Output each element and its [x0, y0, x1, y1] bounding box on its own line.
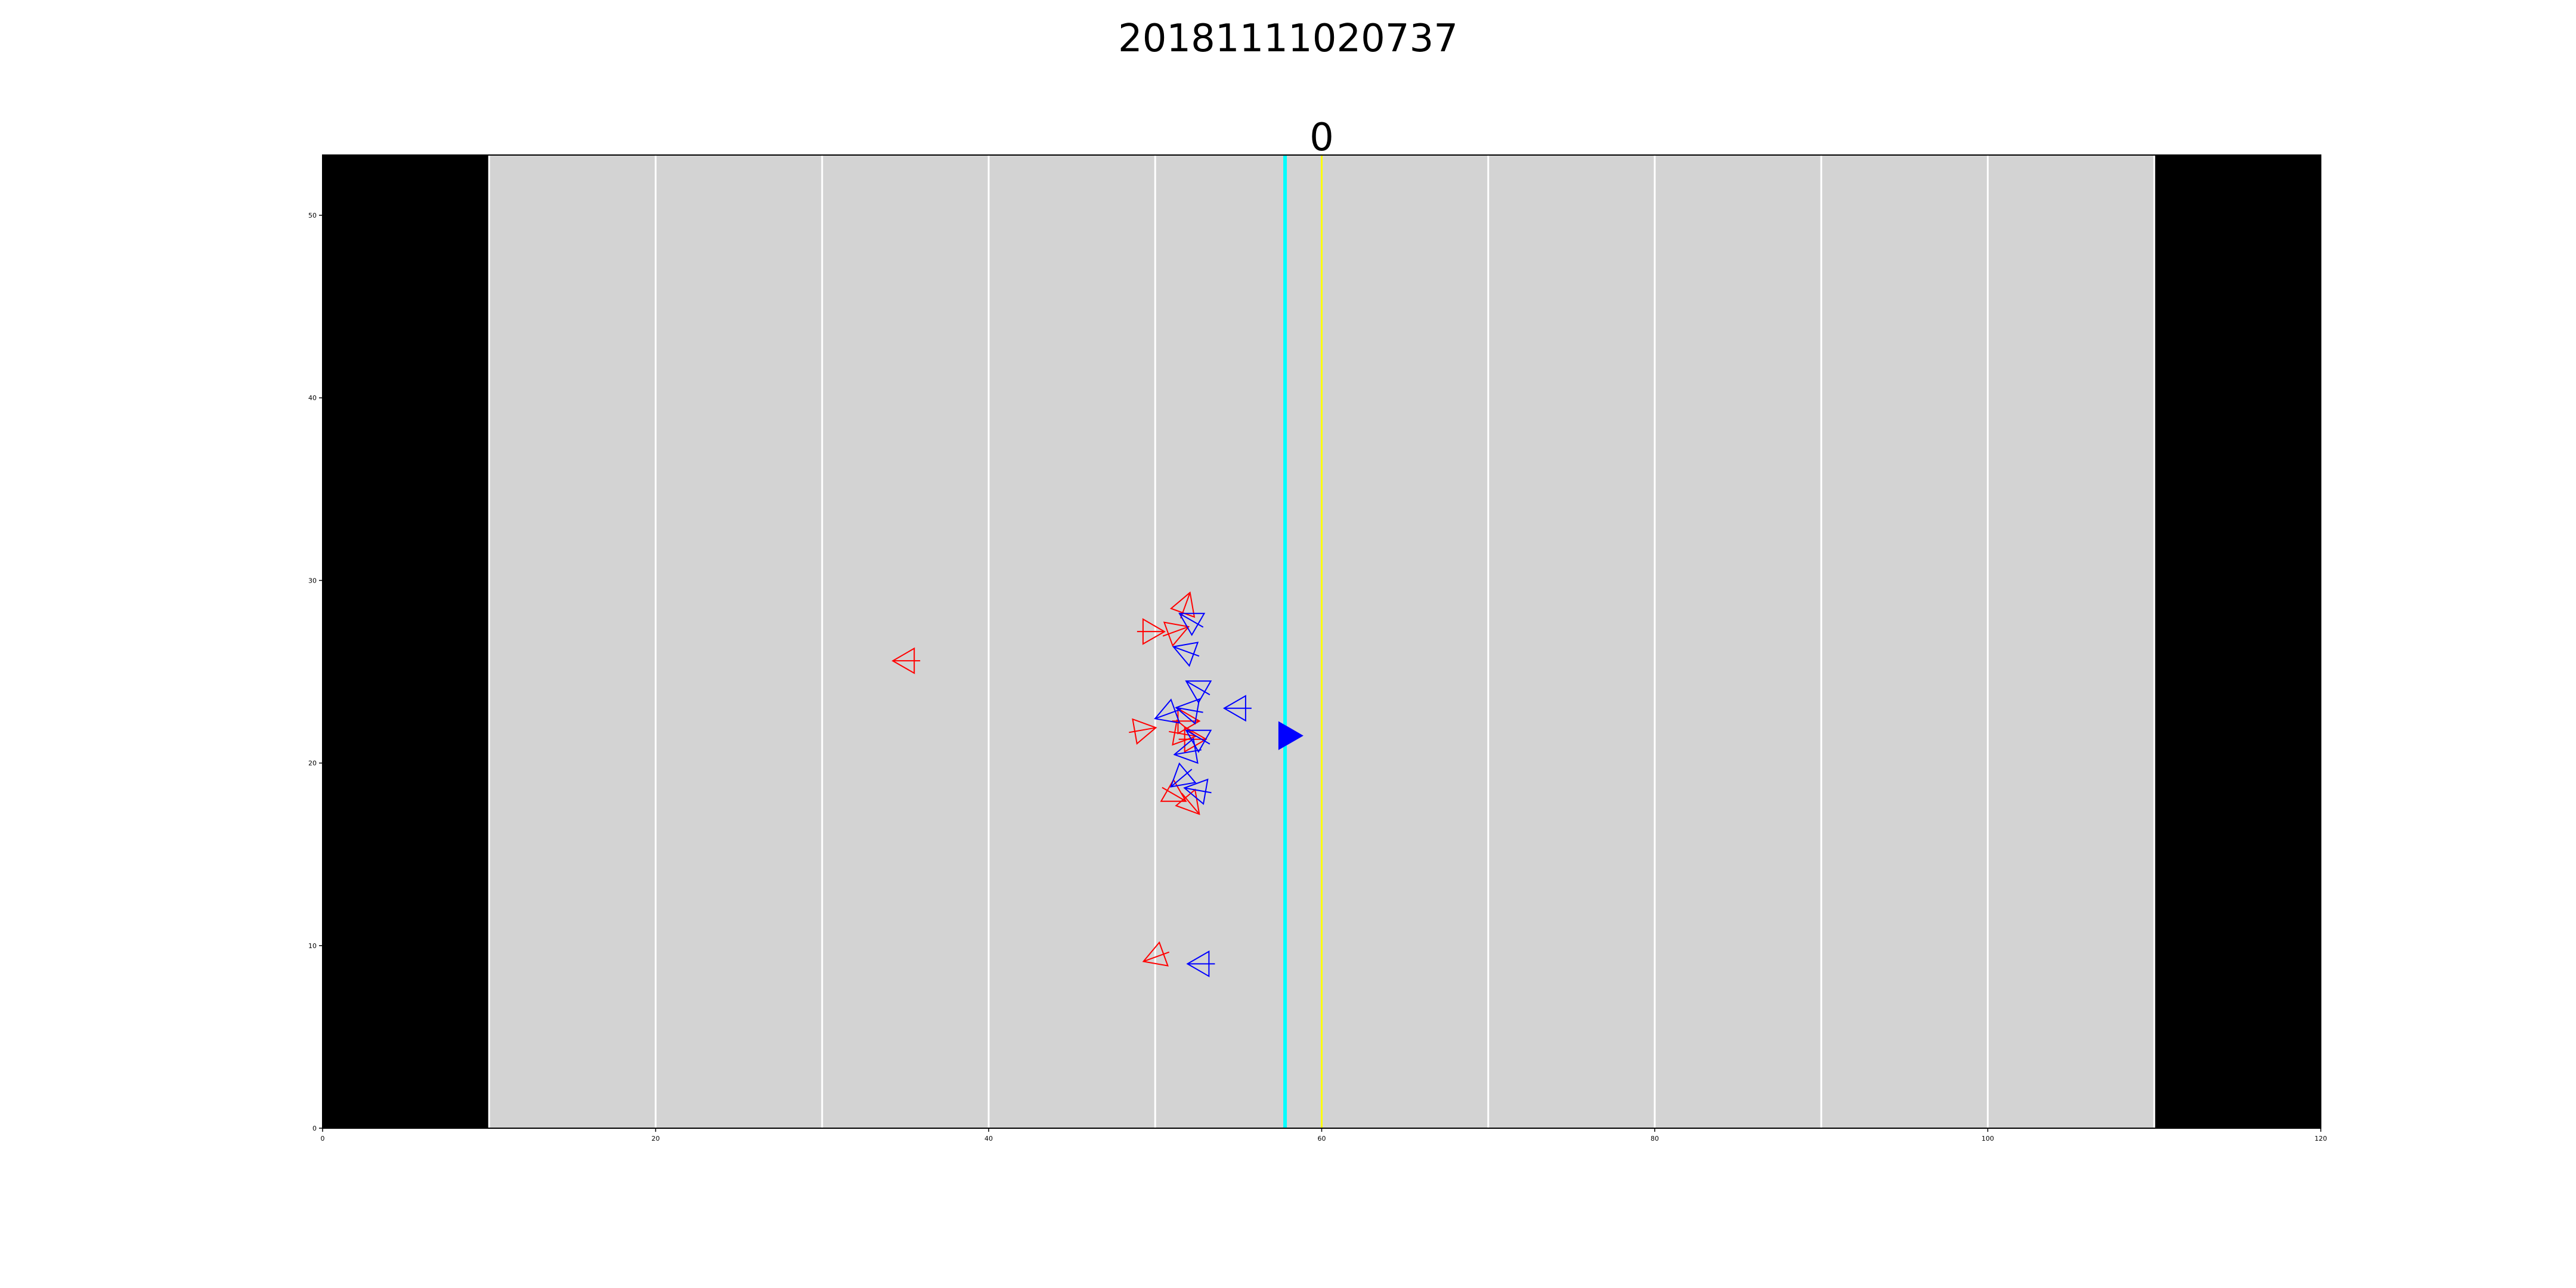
offense-player-dir-10 [1144, 951, 1170, 962]
defense-player-dir-6 [1187, 730, 1210, 745]
offense-player-dir-8 [1162, 787, 1185, 801]
defense-player-dir-3 [1177, 707, 1203, 713]
ball-marker [1278, 721, 1304, 750]
offense-player-dir-4 [1129, 727, 1155, 733]
offense-players [891, 591, 1208, 967]
x-tick-label-20: 20 [652, 1135, 660, 1143]
defense-player-dir-5 [1156, 708, 1181, 719]
x-tick-label-40: 40 [984, 1135, 993, 1143]
y-tick-label-20: 20 [308, 760, 317, 767]
x-tick-label-120: 120 [2315, 1135, 2327, 1143]
y-tick-label-10: 10 [308, 942, 317, 950]
chart-title: 20181111020737 [1117, 17, 1459, 61]
defense-player-dir-2 [1187, 681, 1210, 695]
endzone-right [2154, 155, 2321, 1128]
endzone-left [323, 155, 490, 1128]
defense-player-dir-8 [1171, 769, 1193, 787]
defense-player-dir-7 [1175, 749, 1202, 756]
x-tick-label-80: 80 [1651, 1135, 1659, 1143]
defense-player-dir-9 [1185, 787, 1212, 794]
x-tick-label-60: 60 [1318, 1135, 1326, 1143]
defense-players [1154, 612, 1252, 977]
defense-player-dir-0 [1180, 613, 1204, 628]
y-tick-label-50: 50 [308, 212, 317, 219]
y-tick-label-0: 0 [312, 1125, 317, 1132]
x-tick-label-0: 0 [321, 1135, 325, 1143]
x-tick-label-100: 100 [1981, 1135, 1994, 1143]
y-tick-label-30: 30 [308, 577, 317, 584]
offense-player-dir-6 [1169, 730, 1195, 737]
defense-player-dir-1 [1174, 646, 1200, 657]
offense-player-dir-1 [1180, 593, 1190, 619]
offense-player-dir-3 [1162, 626, 1188, 637]
offense-player-dir-9 [1181, 792, 1199, 814]
frame-label: 0 [1309, 116, 1334, 160]
y-tick-label-40: 40 [308, 394, 317, 402]
